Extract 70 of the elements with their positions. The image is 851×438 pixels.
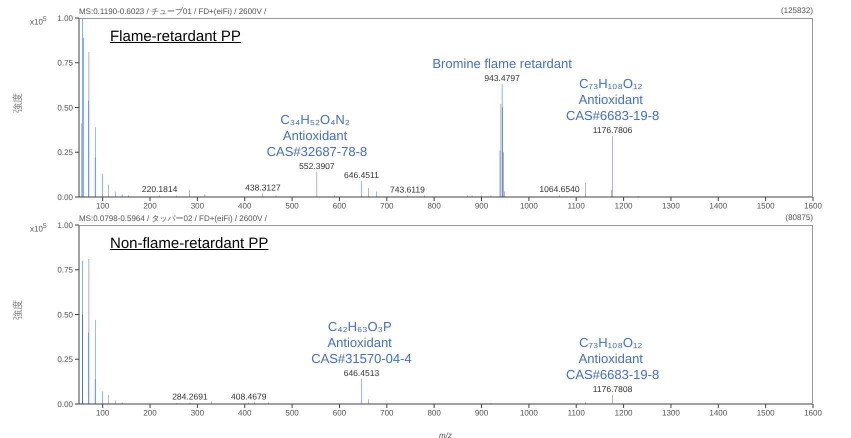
annotation: 1176.7808 (592, 384, 633, 394)
annotation: 220.1814 (142, 184, 178, 194)
y-tick-label: 0.00 (57, 400, 74, 409)
text: Non-flame-retardant PP (110, 235, 268, 252)
x-tick-label: 800 (427, 202, 442, 211)
annotation: C₇₃H₁₀₈O₁₂ Antioxidant CAS#6683-19-8 (566, 76, 660, 124)
x-tick-label: 1600 (804, 408, 822, 418)
y-tick-label: 0.75 (57, 266, 74, 275)
x-tick-label: 400 (238, 408, 252, 418)
text: x10$^{5}$ (30, 223, 47, 234)
x-tick-label: 500 (285, 408, 300, 418)
y-tick-label: 1.00 (57, 220, 74, 230)
annotation: C₄₂H₆₃O₃P Antioxidant CAS#31570-04-4 (311, 318, 412, 366)
y-tick-label: 0.50 (57, 103, 74, 112)
x-tick-label: 900 (474, 408, 489, 418)
x-tick-label: 1400 (709, 408, 728, 418)
x-tick-label: 1000 (520, 202, 538, 211)
annotation: 943.4797 (484, 73, 520, 84)
annotation: 1064.6540 (539, 184, 580, 194)
x-axis-title: m/z (439, 431, 452, 438)
text: x10$^{5}$ (30, 16, 47, 27)
y-axis-title: 強度 (12, 300, 25, 320)
annotation: 1176.7806 (592, 125, 633, 136)
y-axis-title: 強度 (12, 92, 25, 112)
x-tick-label: 1000 (520, 408, 538, 418)
x-tick-label: 1500 (756, 202, 776, 211)
annotation: 743.6119 (390, 184, 426, 195)
x-tick-label: 300 (190, 408, 205, 418)
x-tick-label: 100 (96, 408, 110, 418)
x-tick-label: 1600 (804, 202, 822, 211)
annotation: Bromine flame retardant (432, 56, 572, 72)
x-tick-label: 900 (474, 202, 489, 211)
y-tick-label: 0.00 (57, 192, 74, 202)
x-tick-label: 500 (285, 202, 300, 211)
x-tick-label: 700 (380, 408, 394, 418)
x-tick-label: 1400 (709, 202, 728, 211)
chart-subtitle: MS:0.0798-0.5964 / タッパー02 / FD+(eiFi) / 2600V / (79, 213, 267, 224)
x-tick-label: 1500 (756, 408, 776, 418)
annotation: 646.4511 (344, 170, 380, 180)
x-tick-label: 800 (427, 408, 442, 418)
annotation: 284.2691 (172, 392, 208, 402)
y-tick-label: 0.75 (57, 58, 74, 68)
x-tick-label: 100 (96, 202, 110, 211)
x-tick-label: 1300 (662, 408, 680, 418)
annotation: 408.4679 (231, 392, 267, 402)
y-tick-label: 0.50 (57, 310, 74, 320)
x-tick-label: 300 (190, 202, 205, 211)
x-tick-label: 600 (332, 202, 347, 211)
x-tick-label: 200 (143, 202, 158, 211)
x-tick-label: 1100 (568, 202, 586, 211)
x-tick-label: 200 (143, 408, 158, 418)
annotation: C₃₄H₅₂O₄N₂ Antioxidant CAS#32687-78-8 (266, 112, 368, 159)
x-tick-label: 1200 (614, 202, 634, 211)
x-tick-label: 700 (380, 202, 394, 211)
annotation: 552.3907 (299, 160, 335, 171)
text: (80875) (785, 213, 813, 222)
annotation: 438.3127 (245, 182, 281, 192)
x-tick-label: 1200 (614, 408, 634, 418)
annotation: C₇₃H₁₀₈O₁₂ Antioxidant CAS#6683-19-8 (566, 335, 660, 382)
x-tick-label: 600 (332, 408, 347, 418)
y-tick-label: 1.00 (57, 14, 74, 23)
x-tick-label: 400 (238, 202, 252, 211)
x-tick-label: 1300 (662, 202, 680, 211)
chart-subtitle: MS:0.1190-0.6023 / チューブ01 / FD+(eiFi) / 2600V / (79, 6, 266, 17)
x-tick-label: 1100 (568, 408, 586, 418)
y-tick-label: 0.25 (57, 355, 74, 364)
y-tick-label: 0.25 (57, 148, 74, 158)
text: (125832) (780, 6, 813, 15)
annotation: 646.4513 (344, 368, 380, 378)
text: Flame-retardant PP (110, 28, 241, 45)
